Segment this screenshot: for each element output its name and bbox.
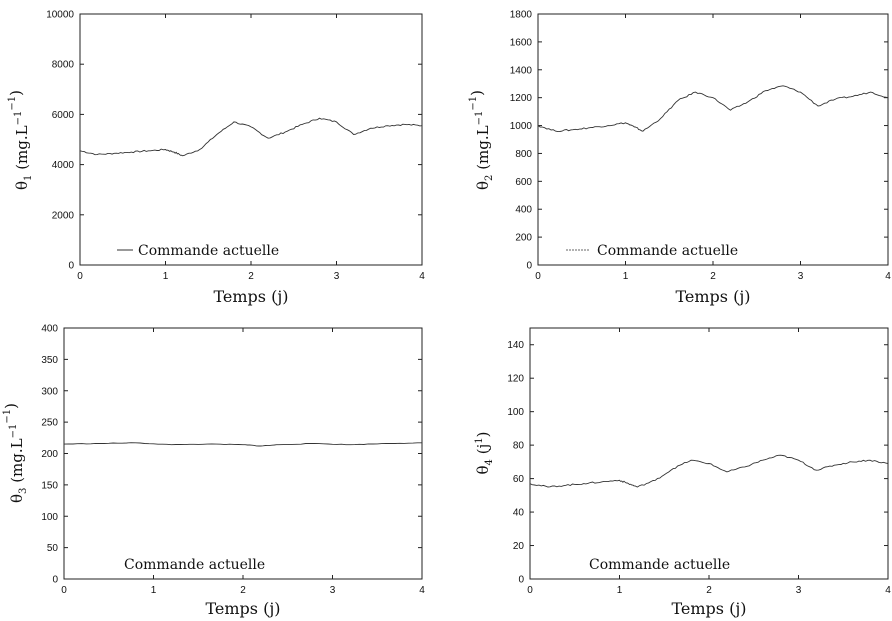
chart-theta1: 0 2000 4000 6000 8000 10000 0 1 2 3 4 Commande act… <box>7 10 425 307</box>
x-tick-label: 2 <box>248 271 254 282</box>
x-tick-label: 1 <box>617 585 623 596</box>
y-axis-label: θ1 (mg.L−1−1) <box>7 90 34 190</box>
x-tick-label: 1 <box>623 271 629 282</box>
x-tick-label: 3 <box>330 585 336 596</box>
y-tick-label: 120 <box>507 374 524 385</box>
x-tick-label: 0 <box>77 271 83 282</box>
y-tick-label: 150 <box>41 480 58 491</box>
y-tick-label: 4000 <box>52 160 75 171</box>
x-tick-label: 2 <box>706 585 712 596</box>
y-tick-label: 1000 <box>510 121 533 132</box>
y-axis-label: θ2 (mg.L−1−1) <box>468 90 495 190</box>
y-tick-label: 140 <box>507 340 524 351</box>
x-tick-label: 3 <box>798 271 804 282</box>
y-tick-label: 200 <box>515 233 532 244</box>
tick-group: 0 20 40 60 80 100 120 140 0 1 2 3 4 <box>507 328 891 596</box>
plot-frame <box>64 328 422 579</box>
chart-theta4: 0 20 40 60 80 100 120 140 0 1 2 3 4 Commande actuell… <box>474 328 891 618</box>
legend-label: Commande actuelle <box>589 557 730 573</box>
y-tick-label: 2000 <box>52 210 75 221</box>
y-tick-label: 1400 <box>510 65 533 76</box>
tick-group: 0 200 400 600 800 1000 1200 1400 1600 1800 0 1 2 3 4 <box>510 10 891 283</box>
y-tick-label: 200 <box>41 449 58 460</box>
x-axis-label: Temps (j) <box>675 287 750 306</box>
x-tick-label: 4 <box>885 585 891 596</box>
plot-frame <box>80 14 422 265</box>
y-tick-label: 250 <box>41 418 58 429</box>
y-tick-label: 0 <box>526 261 532 272</box>
y-tick-label: 800 <box>515 149 532 160</box>
chart-theta2: 0 200 400 600 800 1000 1200 1400 1600 1800 0 1 2 3 4 C… <box>468 10 891 307</box>
chart-theta3: 0 50 100 150 200 250 300 350 400 0 1 2 3 4 Commande a… <box>2 324 425 619</box>
y-tick-label: 400 <box>515 205 532 216</box>
x-tick-label: 3 <box>796 585 802 596</box>
legend-label: Commande actuelle <box>138 243 279 259</box>
x-tick-label: 2 <box>240 585 246 596</box>
x-tick-label: 0 <box>535 271 541 282</box>
y-tick-label: 10000 <box>46 10 74 21</box>
y-tick-label: 1600 <box>510 37 533 48</box>
tick-group: 0 50 100 150 200 250 300 350 400 0 1 2 3 4 <box>41 324 425 597</box>
y-tick-label: 0 <box>68 261 74 272</box>
x-tick-label: 1 <box>151 585 157 596</box>
y-tick-label: 400 <box>41 324 58 335</box>
series-line-commande-actuelle <box>64 443 422 446</box>
x-axis-label: Temps (j) <box>213 287 288 306</box>
series-line-commande-actuelle <box>80 118 422 156</box>
y-tick-label: 100 <box>507 407 524 418</box>
x-tick-label: 4 <box>885 271 891 282</box>
y-tick-label: 6000 <box>52 110 75 121</box>
x-tick-label: 3 <box>334 271 340 282</box>
y-tick-label: 100 <box>41 512 58 523</box>
x-tick-label: 2 <box>710 271 716 282</box>
y-axis-label: θ3 (mg.L−1−1) <box>2 403 29 503</box>
y-tick-label: 300 <box>41 386 58 397</box>
x-axis-label: Temps (j) <box>205 599 280 618</box>
y-axis-label: θ4 (j1) <box>474 432 495 475</box>
legend-label: Commande actuelle <box>124 557 265 573</box>
y-tick-label: 600 <box>515 177 532 188</box>
y-tick-label: 50 <box>47 543 59 554</box>
y-tick-label: 350 <box>41 355 58 366</box>
plot-frame <box>538 14 888 265</box>
y-tick-label: 20 <box>513 541 525 552</box>
tick-group: 0 2000 4000 6000 8000 10000 0 1 2 3 4 <box>46 10 425 283</box>
x-tick-label: 4 <box>419 585 425 596</box>
y-tick-label: 0 <box>518 575 524 586</box>
y-tick-label: 1200 <box>510 93 533 104</box>
y-tick-label: 8000 <box>52 60 75 71</box>
x-tick-label: 1 <box>163 271 169 282</box>
y-tick-label: 1800 <box>510 10 533 21</box>
y-tick-label: 40 <box>513 508 525 519</box>
y-tick-label: 0 <box>52 575 58 586</box>
series-line-commande-actuelle <box>538 86 888 132</box>
legend-label: Commande actuelle <box>597 243 738 259</box>
series-line-commande-actuelle <box>530 455 888 487</box>
x-tick-label: 0 <box>527 585 533 596</box>
y-tick-label: 60 <box>513 474 525 485</box>
x-axis-label: Temps (j) <box>671 599 746 618</box>
y-tick-label: 80 <box>513 441 525 452</box>
x-tick-label: 0 <box>61 585 67 596</box>
plot-frame <box>530 328 888 579</box>
x-tick-label: 4 <box>419 271 425 282</box>
